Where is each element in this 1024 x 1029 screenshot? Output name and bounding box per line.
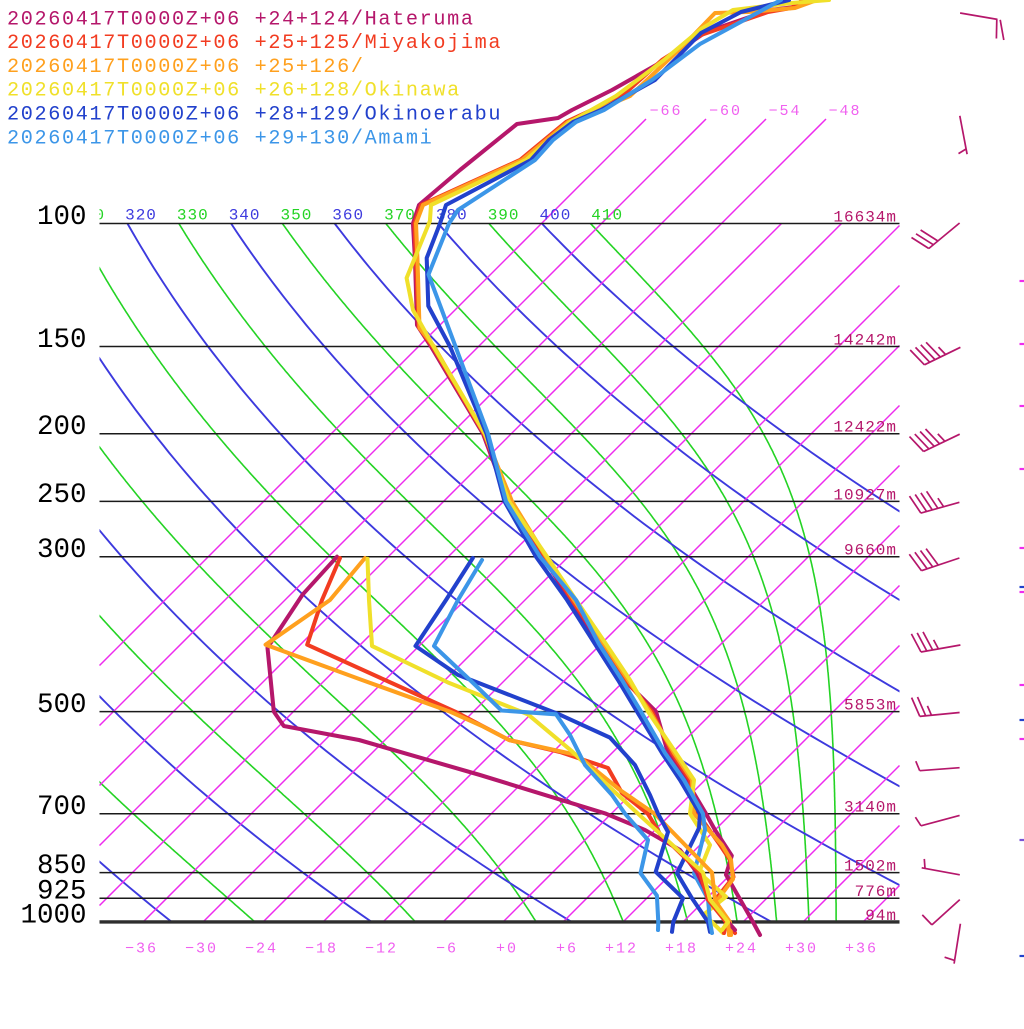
svg-text:+18: +18	[665, 941, 698, 958]
svg-text:−24: −24	[245, 941, 278, 958]
svg-text:340: 340	[229, 207, 261, 225]
svg-text:3140m: 3140m	[844, 799, 897, 817]
svg-text:300: 300	[37, 535, 87, 566]
svg-text:400: 400	[539, 207, 571, 225]
svg-text:+0: +0	[496, 941, 518, 958]
svg-text:310: 310	[73, 207, 105, 225]
svg-text:−36: −36	[125, 941, 158, 958]
svg-text:925: 925	[37, 877, 87, 908]
svg-text:−66: −66	[649, 103, 682, 120]
svg-text:200: 200	[37, 412, 87, 443]
svg-text:+12: +12	[605, 941, 638, 958]
svg-text:320: 320	[125, 207, 157, 225]
svg-text:410: 410	[591, 207, 623, 225]
svg-text:94m: 94m	[865, 907, 897, 925]
svg-text:330: 330	[177, 207, 209, 225]
svg-text:100: 100	[37, 202, 87, 233]
svg-text:−12: −12	[365, 941, 398, 958]
svg-text:+6: +6	[556, 941, 578, 958]
svg-text:370: 370	[384, 207, 416, 225]
svg-text:850: 850	[37, 851, 87, 882]
svg-text:9660m: 9660m	[844, 542, 897, 560]
svg-text:−6: −6	[436, 941, 458, 958]
svg-text:390: 390	[488, 207, 520, 225]
svg-text:−60: −60	[709, 103, 742, 120]
svg-text:−18: −18	[305, 941, 338, 958]
svg-text:12422m: 12422m	[833, 419, 897, 437]
svg-text:−54: −54	[768, 103, 801, 120]
svg-text:250: 250	[37, 480, 87, 511]
svg-text:1502m: 1502m	[844, 858, 897, 876]
svg-text:5853m: 5853m	[844, 697, 897, 715]
svg-text:16634m: 16634m	[833, 209, 897, 227]
svg-text:20260417T0000Z+06 +24+124/Hate: 20260417T0000Z+06 +24+124/Hateruma	[7, 8, 475, 31]
svg-text:+24: +24	[725, 941, 758, 958]
svg-text:20260417T0000Z+06 +28+129/Okin: 20260417T0000Z+06 +28+129/Okinoerabu	[7, 104, 502, 127]
svg-text:20260417T0000Z+06 +25+126/: 20260417T0000Z+06 +25+126/	[7, 56, 365, 79]
svg-text:+30: +30	[785, 941, 818, 958]
svg-text:20260417T0000Z+06 +25+125/Miya: 20260417T0000Z+06 +25+125/Miyakojima	[7, 32, 502, 55]
svg-text:776m: 776m	[855, 883, 897, 901]
svg-text:500: 500	[37, 690, 87, 721]
svg-text:+36: +36	[845, 941, 878, 958]
svg-text:−30: −30	[185, 941, 218, 958]
svg-text:−48: −48	[828, 103, 861, 120]
svg-text:20260417T0000Z+06 +26+128/Okin: 20260417T0000Z+06 +26+128/Okinawa	[7, 80, 461, 103]
svg-text:150: 150	[37, 325, 87, 356]
svg-text:20260417T0000Z+06 +29+130/Amam: 20260417T0000Z+06 +29+130/Amami	[7, 127, 433, 150]
svg-text:700: 700	[37, 792, 87, 823]
svg-text:10927m: 10927m	[833, 486, 897, 504]
svg-text:1000: 1000	[20, 900, 86, 931]
svg-text:360: 360	[332, 207, 364, 225]
svg-text:350: 350	[280, 207, 312, 225]
svg-text:14242m: 14242m	[833, 332, 897, 350]
